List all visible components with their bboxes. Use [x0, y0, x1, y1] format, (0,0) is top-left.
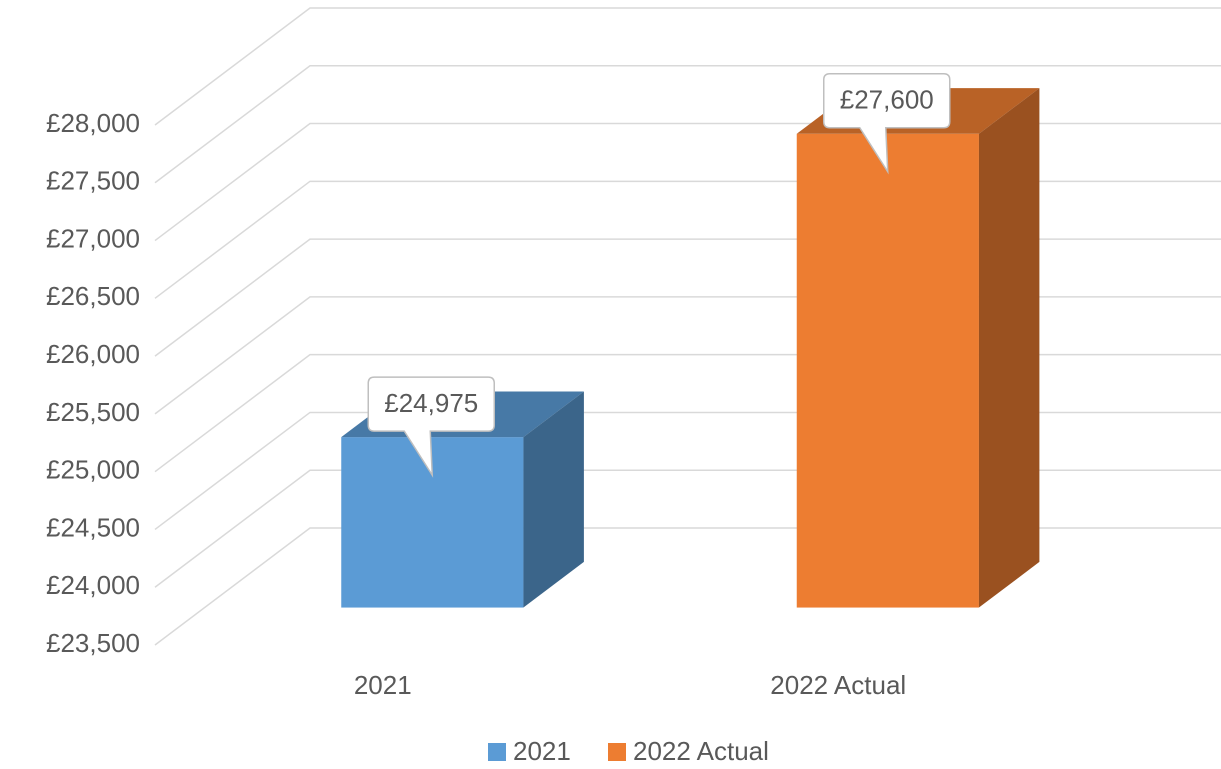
y-tick-label: £25,000 [46, 455, 140, 485]
y-tick-label: £27,500 [46, 166, 140, 196]
data-label-callout [823, 73, 951, 175]
y-tick-label: £26,500 [46, 281, 140, 311]
legend-swatch [608, 743, 626, 761]
legend-label: 2022 Actual [633, 736, 769, 766]
y-tick-label: £24,500 [46, 512, 140, 542]
y-tick-label: £27,000 [46, 223, 140, 253]
bar [796, 88, 1040, 608]
bar-front [796, 133, 979, 608]
grid-line [154, 7, 1221, 126]
x-tick-label: 2021 [354, 670, 412, 700]
x-tick-label: 2022 Actual [770, 670, 906, 700]
bar-side [978, 88, 1040, 608]
legend-label: 2021 [513, 736, 571, 766]
y-tick-label: £24,000 [46, 570, 140, 600]
legend-swatch [488, 743, 506, 761]
bar-side [523, 391, 584, 608]
data-label: £27,600 [840, 85, 934, 115]
grid-line [154, 527, 1221, 646]
data-label-callout [367, 376, 495, 478]
y-tick-label: £26,000 [46, 339, 140, 369]
y-tick-label: £23,500 [46, 628, 140, 658]
y-tick-label: £28,000 [46, 108, 140, 138]
data-label: £24,975 [384, 388, 478, 418]
y-tick-label: £25,500 [46, 397, 140, 427]
grid-line [154, 65, 1221, 184]
